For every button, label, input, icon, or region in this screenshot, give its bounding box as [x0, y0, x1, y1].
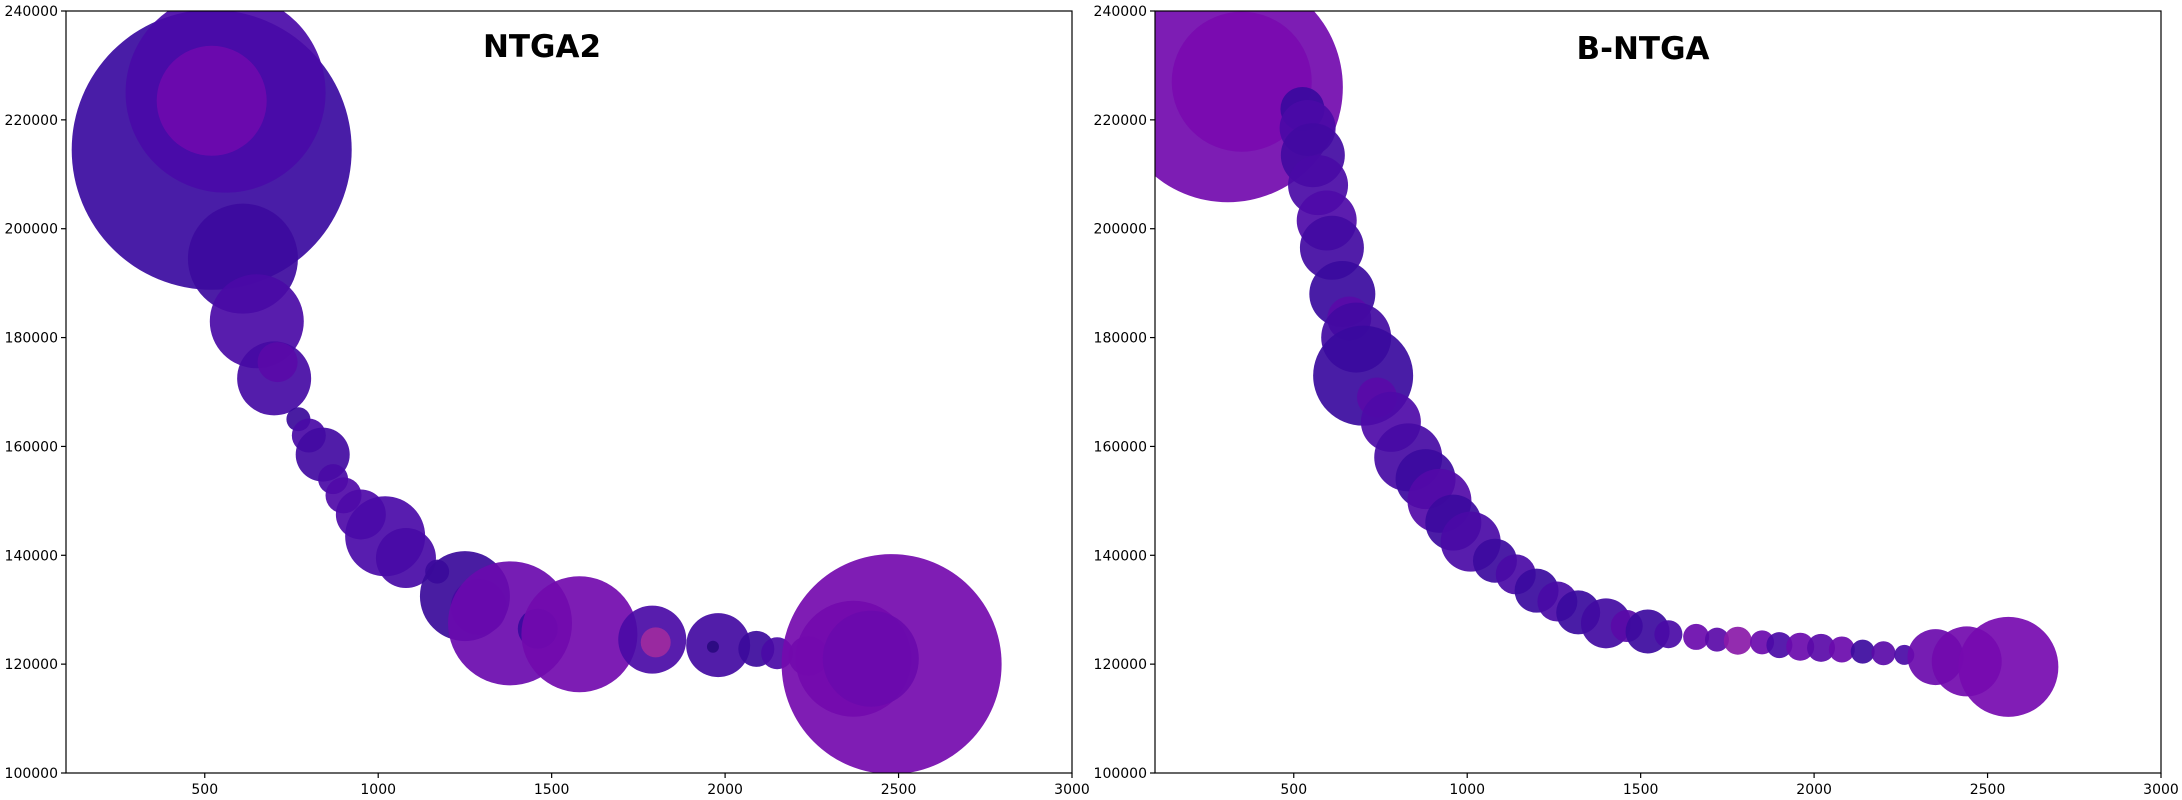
y-tick-label: 240000 — [1094, 4, 1147, 20]
chart-title: B-NTGA — [1576, 31, 1709, 67]
x-axis: 500 1000 1500 2000 2500 3000 — [1280, 773, 2179, 798]
bubble-point — [1828, 636, 1855, 663]
chart-b-ntga: 500 1000 1500 2000 2500 3000 100000 120000 1400… — [1094, 4, 2179, 798]
x-tick-label: 2500 — [881, 782, 917, 798]
y-tick-label: 200000 — [5, 222, 58, 238]
y-tick-label: 220000 — [5, 113, 58, 129]
bubble-point — [1871, 641, 1896, 666]
bubble-point — [375, 528, 436, 589]
x-tick-label: 1000 — [360, 782, 396, 798]
y-tick-label: 100000 — [5, 766, 58, 782]
y-tick-label: 160000 — [5, 439, 58, 455]
bubble-point — [1723, 626, 1752, 655]
bubble-point — [1807, 633, 1836, 662]
y-tick-label: 180000 — [5, 331, 58, 347]
x-tick-label: 1000 — [1449, 782, 1485, 798]
y-tick-label: 220000 — [1094, 113, 1147, 129]
bubble-point — [1786, 632, 1815, 661]
bubble-point — [156, 45, 267, 156]
x-tick-label: 500 — [191, 782, 218, 798]
x-tick-label: 2000 — [1796, 782, 1832, 798]
x-axis: 500 1000 1500 2000 2500 3000 — [191, 773, 1090, 798]
x-tick-label: 2000 — [707, 782, 743, 798]
y-tick-label: 140000 — [1094, 548, 1147, 564]
bubble-point — [1683, 623, 1710, 650]
bubble-point — [1704, 627, 1729, 652]
x-tick-label: 1500 — [534, 782, 570, 798]
y-tick-label: 100000 — [1094, 766, 1147, 782]
y-axis: 100000 120000 140000 160000 180000 200000 2200… — [1094, 4, 1155, 782]
x-tick-label: 500 — [1280, 782, 1307, 798]
bubble-point — [822, 610, 919, 707]
bubble-point — [706, 640, 719, 653]
y-tick-label: 140000 — [5, 548, 58, 564]
x-tick-label: 3000 — [1054, 782, 1090, 798]
bubble-point — [1958, 616, 2059, 717]
bubble-point — [1766, 632, 1793, 659]
bubble-point — [1654, 620, 1683, 649]
y-tick-label: 240000 — [5, 4, 58, 20]
bubble-point — [640, 627, 671, 658]
y-tick-label: 120000 — [1094, 657, 1147, 673]
y-tick-label: 200000 — [1094, 222, 1147, 238]
bubble-point — [257, 342, 298, 383]
x-tick-label: 2500 — [1970, 782, 2006, 798]
axes-frame — [1154, 10, 2162, 774]
bubble-point — [1850, 639, 1875, 664]
bubbles — [1155, 11, 2059, 717]
y-axis: 100000 120000 140000 160000 180000 200000 2200… — [5, 4, 66, 782]
chart-ntga2: 500 1000 1500 2000 2500 3000 100000 120000 1400… — [5, 4, 1090, 798]
bubbles — [71, 11, 1002, 773]
bubble-point — [521, 576, 638, 693]
axes-frame — [65, 10, 1073, 774]
y-tick-label: 120000 — [5, 657, 58, 673]
y-tick-label: 180000 — [1094, 331, 1147, 347]
y-tick-label: 160000 — [1094, 439, 1147, 455]
bubble-point — [1171, 11, 1312, 152]
x-tick-label: 3000 — [2143, 782, 2179, 798]
chart-title: NTGA2 — [483, 29, 601, 65]
x-tick-label: 1500 — [1623, 782, 1659, 798]
